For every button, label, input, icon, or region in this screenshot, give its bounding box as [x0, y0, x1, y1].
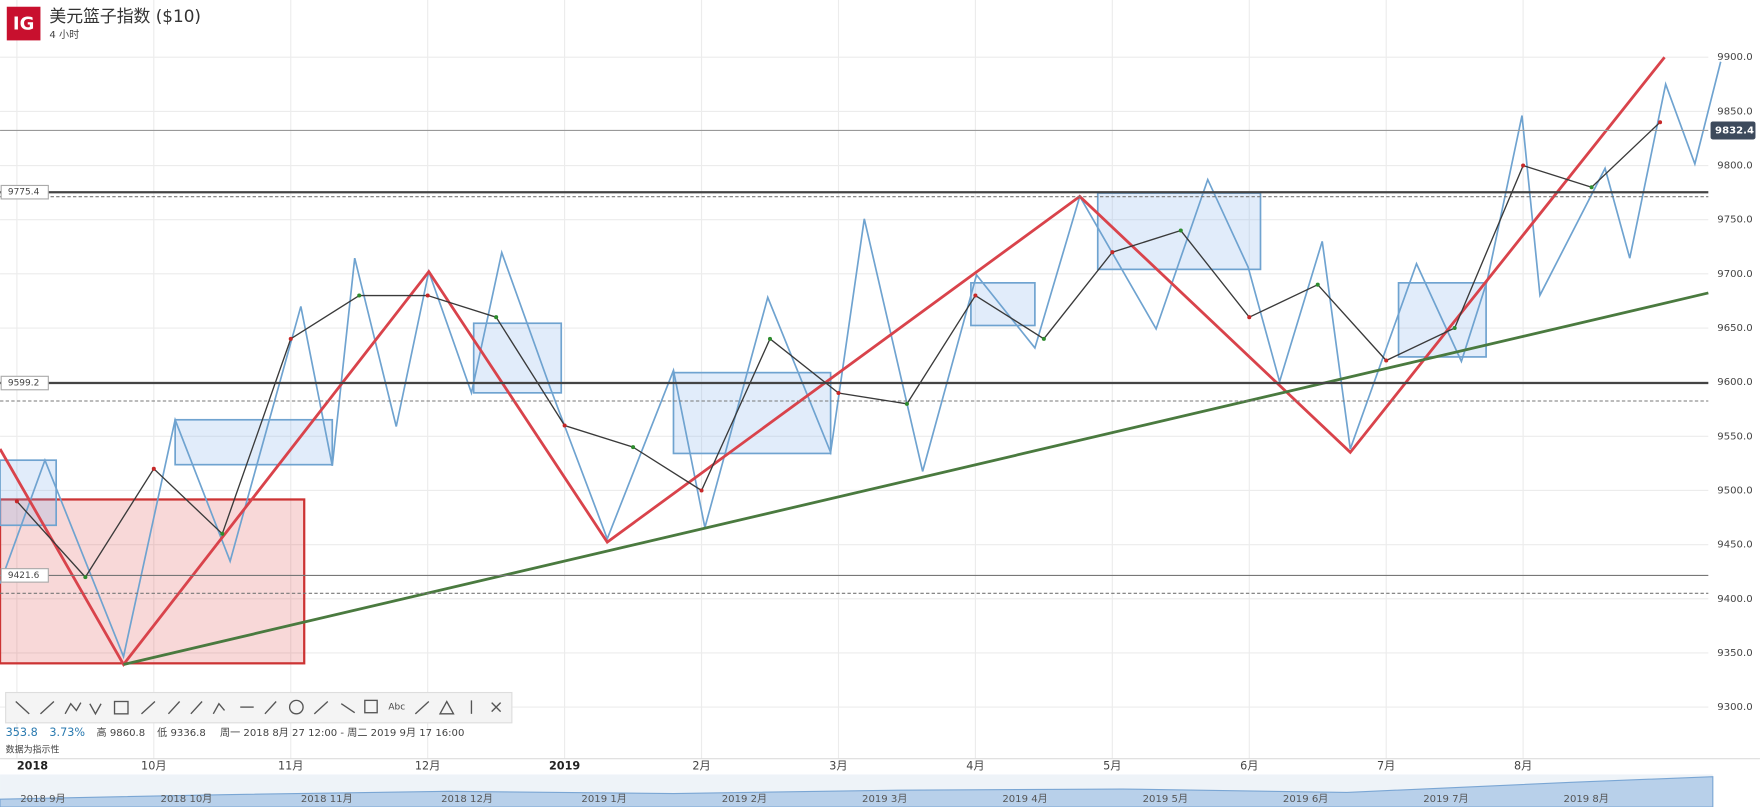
x-tick-label: 7月	[1377, 760, 1395, 773]
navigator-label: 2019 4月	[1002, 793, 1047, 805]
logo	[6, 6, 41, 41]
navigator-label: 2018 11月	[301, 793, 353, 805]
y-tick-label: 9450.0	[1717, 540, 1752, 551]
low: 低 9336.8	[157, 726, 206, 739]
price-point	[1110, 250, 1115, 255]
level-label-box	[0, 184, 49, 200]
price-point	[1178, 228, 1183, 233]
navigator-label: 2019 3月	[862, 793, 907, 805]
current-price-label: 9832.4	[1715, 125, 1754, 136]
navigator-label: 2019 6月	[1283, 793, 1328, 805]
y-tick-label: 9900.0	[1717, 52, 1752, 63]
price-point	[1247, 315, 1252, 320]
y-tick-label: 9350.0	[1717, 648, 1752, 659]
price-point	[1658, 120, 1663, 125]
navigator-label: 2019 1月	[581, 793, 626, 805]
y-tick-label: 9550.0	[1717, 431, 1752, 442]
y-tick-label: 9500.0	[1717, 485, 1752, 496]
price-point	[1521, 163, 1526, 168]
range: 周一 2018 8月 27 12:00 - 周二 2019 9月 17 16:0…	[220, 727, 464, 739]
level-label: 9421.6	[8, 571, 40, 581]
logo-text: IG	[13, 14, 34, 35]
y-tick-label: 9850.0	[1717, 106, 1752, 117]
navigator-label: 2019 7月	[1423, 793, 1468, 805]
x-tick-label: 10月	[141, 760, 167, 773]
price-point	[425, 293, 430, 298]
price-point	[836, 390, 841, 396]
navigator-label: 2018 10月	[161, 793, 213, 805]
navigator-label: 2018 12月	[441, 793, 493, 805]
y-tick-label: 9300.0	[1717, 702, 1752, 713]
price-point	[357, 293, 362, 298]
x-tick-label: 5月	[1103, 760, 1121, 773]
x-tick-label: 4月	[966, 760, 984, 773]
price-point	[1041, 336, 1046, 341]
current-price-box	[1710, 121, 1756, 140]
price-point	[494, 315, 499, 320]
x-tick-label: 11月	[278, 760, 304, 773]
y-tick-label: 9600.0	[1717, 377, 1752, 388]
price-point	[151, 466, 156, 471]
price-point	[1452, 325, 1457, 331]
y-tick-label: 9750.0	[1717, 215, 1752, 226]
x-tick-label: 12月	[415, 760, 441, 773]
price-point	[14, 499, 19, 504]
price-point	[288, 336, 293, 341]
price-point	[1315, 282, 1320, 287]
level-label-box	[0, 375, 49, 391]
level-label: 9599.2	[8, 379, 39, 389]
y-tick-label: 9800.0	[1717, 161, 1752, 172]
x-tick-label: 2019	[549, 760, 580, 773]
change: 353.8	[6, 726, 38, 739]
navigator-area	[0, 776, 1714, 807]
plot: 9775.4 9599.2 9421.6	[0, 120, 1709, 594]
chart-subtitle: 4 小时	[49, 29, 79, 41]
svg-text:Abc: Abc	[388, 703, 405, 713]
y-tick-label: 9400.0	[1717, 594, 1752, 605]
price-point	[631, 445, 636, 450]
navigator-label: 2019 8月	[1564, 793, 1609, 805]
x-tick-label: 8月	[1514, 760, 1532, 773]
x-tick-label: 2月	[692, 760, 710, 773]
note: 数据为指示性	[6, 743, 60, 755]
price-point	[562, 423, 567, 428]
navigator-labels: 2018 9月 2018 10月 2018 11月 2018 12月 2019 1月 20…	[20, 793, 1609, 805]
price-point	[973, 293, 978, 298]
y-tick-label: 9650.0	[1717, 323, 1752, 334]
chart-title: 美元篮子指数 ($10)	[49, 6, 201, 26]
x-tick-label: 3月	[829, 760, 847, 773]
price-point	[1589, 185, 1594, 190]
x-tick-label: 2018	[17, 760, 48, 773]
navigator-label: 2019 2月	[722, 793, 767, 805]
x-tick-label: 6月	[1240, 760, 1258, 773]
change-pct: 3.73%	[49, 726, 85, 739]
level-label: 9775.4	[8, 188, 40, 198]
price-point	[767, 336, 773, 341]
price-point	[1384, 358, 1389, 363]
level-label-box	[0, 568, 49, 583]
price-point	[904, 401, 909, 406]
y-tick-label: 9700.0	[1717, 269, 1752, 280]
drawings	[0, 56, 1722, 667]
price-point	[220, 531, 225, 536]
price-point	[83, 575, 88, 580]
toolbar[interactable]: Abc	[5, 691, 513, 724]
navigator-label: 2018 9月	[20, 793, 65, 805]
navigator-label: 2019 5月	[1143, 793, 1188, 805]
price-point	[699, 488, 704, 493]
high: 高 9860.8	[97, 726, 146, 739]
